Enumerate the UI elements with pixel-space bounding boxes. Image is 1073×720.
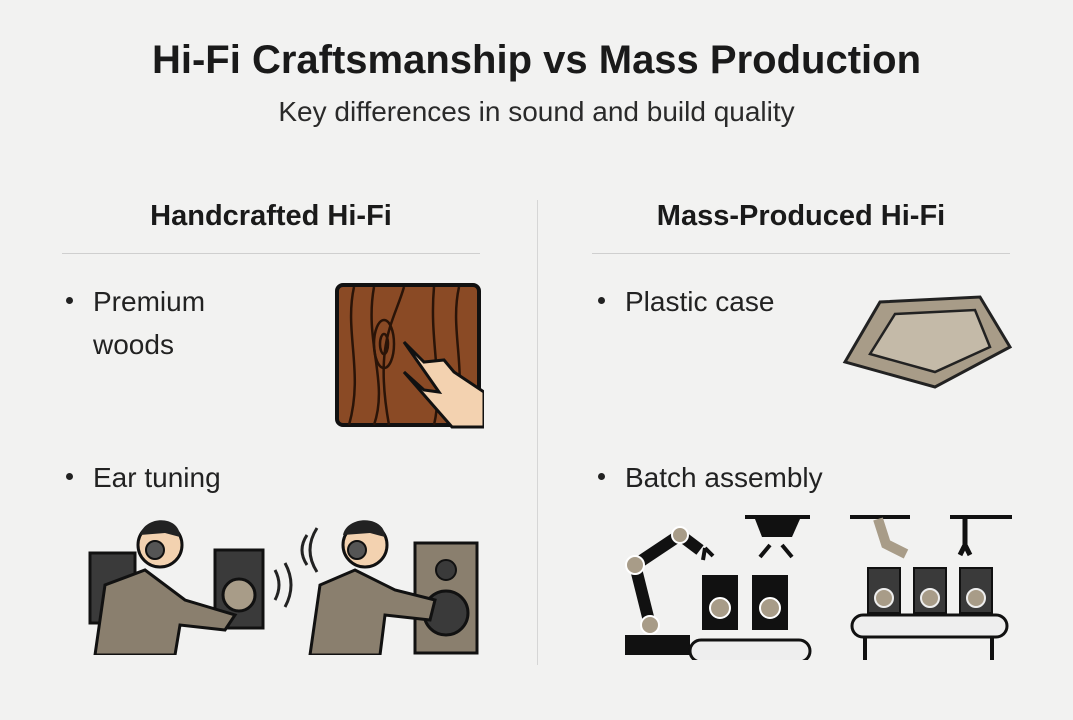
wood-grain-hand-icon <box>335 283 484 429</box>
bullet-premium-woods: Premium woods <box>66 280 266 366</box>
bullet-ear-tuning: Ear tuning <box>66 456 221 499</box>
plastic-tray-icon <box>842 295 1013 389</box>
page-subtitle: Key differences in sound and build quali… <box>278 96 795 127</box>
left-divider <box>62 253 480 254</box>
left-column-heading: Handcrafted Hi-Fi <box>150 200 392 232</box>
bullet-plastic-case: Plastic case <box>598 280 774 323</box>
right-divider <box>592 253 1010 254</box>
right-column-heading: Mass-Produced Hi-Fi <box>656 200 946 232</box>
robotic-assembly-line-icon <box>625 515 1012 660</box>
page-title: Hi-Fi Craftsmanship vs Mass Production <box>151 38 922 82</box>
column-divider <box>537 200 538 665</box>
headphone-technician-icon <box>88 520 479 655</box>
bullet-batch-assembly: Batch assembly <box>598 456 823 499</box>
